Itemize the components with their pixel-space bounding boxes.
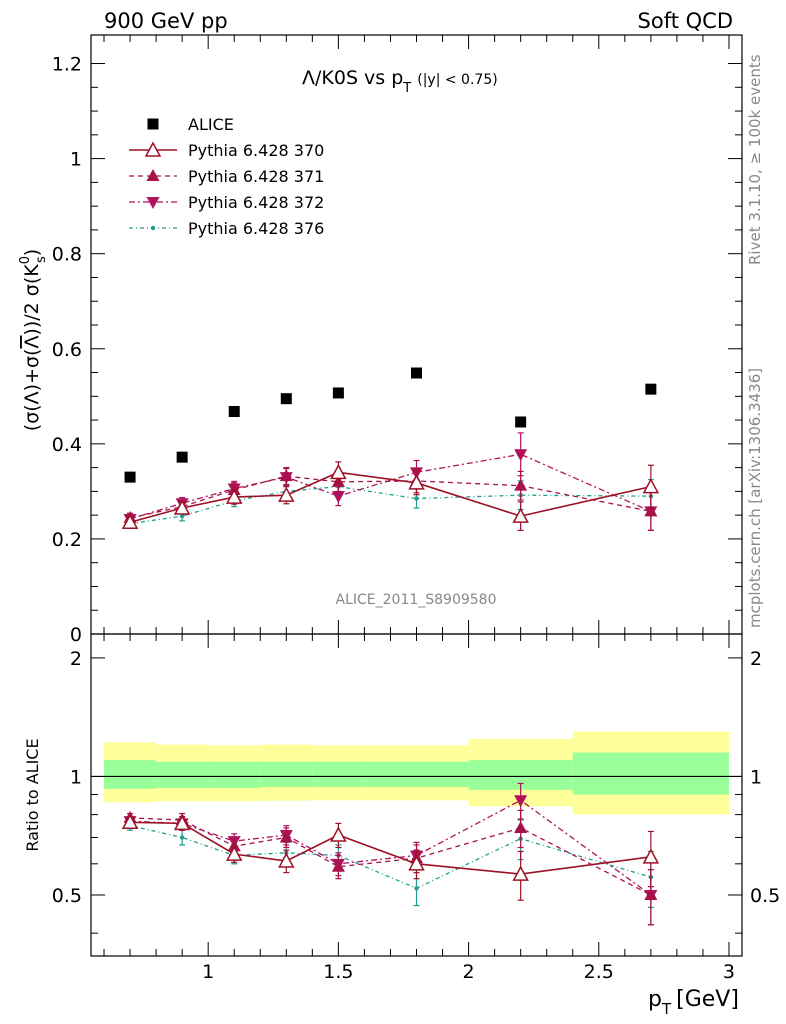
ratio-series-1-point: [225, 845, 243, 861]
ratio-series-1-point: [512, 865, 529, 881]
ratio-y-tick-label: 2: [70, 648, 82, 670]
ratio-y-tick-label: 1: [70, 766, 82, 788]
uncertainty-band-inner: [104, 760, 157, 789]
y-tick-label: 1: [70, 149, 82, 171]
ratio-series-1-point: [642, 848, 660, 864]
uncertainty-band-inner: [572, 752, 729, 795]
x-axis-label: pT [GeV]: [648, 987, 739, 1018]
legend-label: Pythia 6.428 370: [188, 141, 324, 160]
ratio-series-1-line: [130, 821, 651, 875]
ratio-y-tick-label-right: 1: [750, 766, 762, 788]
ratio-y-tick-label-right: 2: [750, 648, 762, 670]
main-title: Λ/K0S vs pT(|y| < 0.75): [302, 67, 498, 96]
legend-label: ALICE: [188, 115, 234, 134]
legend-marker: [146, 169, 160, 181]
x-tick-label: 1: [202, 961, 214, 983]
main-series-1-point: [512, 507, 529, 523]
ratio-series-4-point: [414, 886, 419, 891]
rivet-version-label: Rivet 3.1.10, ≥ 100k events: [746, 54, 764, 265]
y-tick-label: 0.4: [52, 434, 82, 456]
main-series-4-point: [179, 513, 185, 519]
y-tick-label: 1.2: [52, 54, 82, 76]
x-tick-label: 3: [723, 961, 735, 983]
ratio-series-1-point: [173, 814, 191, 831]
x-tick-label: 2.5: [584, 961, 614, 983]
uncertainty-band-inner: [312, 761, 365, 788]
alice-data-point: [280, 393, 292, 405]
ratio-y-tick-label-right: 0.5: [750, 885, 780, 907]
main-series-1-point: [173, 499, 191, 515]
main-series-3-point: [514, 449, 528, 462]
main-panel: 0 0.2 0.4 0.6 0.8 1 1.2 ALICE Pythia 6.428 370 Py…: [52, 34, 743, 646]
main-y-axis-label: (σ(Λ)+σ(Λ))/2 σ(K0s): [18, 249, 49, 431]
main-series-1-point: [278, 486, 295, 502]
ratio-series-1-point: [408, 855, 425, 871]
x-tick-label: 2: [463, 961, 475, 983]
legend-marker: [144, 141, 162, 157]
legend-label: Pythia 6.428 372: [188, 193, 324, 212]
y-tick-label: 0.6: [52, 339, 82, 361]
ratio-series-2-point: [331, 859, 345, 872]
main-series-4-point: [414, 496, 419, 501]
ratio-series-2-line: [130, 817, 652, 896]
main-series-1-point: [408, 474, 425, 490]
y-tick-label: 0: [70, 624, 82, 646]
analysis-id-label: ALICE_2011_S8909580: [336, 592, 497, 608]
alice-data-point: [124, 471, 136, 483]
main-series-4-line: [129, 485, 651, 525]
ratio-series-2-point: [514, 820, 528, 833]
legend-marker: [150, 225, 156, 231]
legend-label: Pythia 6.428 371: [188, 167, 324, 186]
y-tick-label: 0.8: [52, 244, 82, 266]
legend-label: Pythia 6.428 376: [188, 219, 324, 238]
alice-data-point: [332, 387, 344, 399]
ratio-series-4-point: [179, 835, 185, 840]
ratio-series-4-line: [129, 825, 652, 890]
x-tick-label: 1.5: [323, 961, 353, 983]
main-series-1-line: [129, 471, 652, 524]
ratio-series-2-point: [644, 887, 658, 900]
main-series-1-point: [642, 478, 660, 494]
main-series-1-point: [225, 488, 243, 504]
uncertainty-band-inner: [156, 761, 209, 788]
alice-data-point: [645, 383, 657, 395]
main-series-2-point: [514, 478, 528, 491]
energy-label: 900 GeV pp: [104, 9, 228, 33]
uncertainty-band-inner: [260, 761, 313, 788]
legend-marker-alice: [147, 118, 159, 130]
alice-data-point: [411, 367, 422, 379]
ratio-series-2-point: [227, 839, 241, 852]
main-series-1-point: [121, 513, 139, 530]
ratio-series-1-point: [278, 852, 295, 868]
main-series-3-point: [331, 491, 345, 504]
ratio-y-axis-label: Ratio to ALICE: [23, 738, 42, 851]
uncertainty-band-inner: [208, 761, 261, 788]
ratio-series-1-point: [330, 826, 347, 842]
ratio-series-3-line: [130, 799, 652, 896]
alice-data-point: [228, 406, 240, 418]
legend-marker: [146, 197, 160, 209]
ratio-series-2-point: [279, 830, 293, 843]
main-series-2-line: [129, 475, 651, 519]
alice-data-point: [515, 416, 527, 428]
main-series-2-point: [279, 469, 293, 482]
main-series-1-point: [330, 463, 347, 480]
ratio-series-1-point: [121, 813, 139, 830]
legend: ALICE Pythia 6.428 370 Pythia 6.428 371 Pyt…: [129, 115, 324, 238]
y-tick-label: 0.2: [52, 529, 82, 551]
ratio-y-tick-label: 0.5: [52, 885, 82, 907]
mcplots-reference-label: mcplots.cern.ch [arXiv:1306.3436]: [746, 368, 764, 628]
category-label: Soft QCD: [638, 9, 733, 33]
main-series-3-line: [129, 453, 652, 520]
alice-data-point: [176, 451, 188, 463]
ratio-panel: 1 1.5 2 2.5 3 0.5 0.5 1 1 2 2: [52, 633, 780, 983]
ratio-series-3-point: [514, 795, 528, 808]
uncertainty-band-inner: [364, 761, 469, 788]
main-series-2-point: [644, 504, 658, 517]
